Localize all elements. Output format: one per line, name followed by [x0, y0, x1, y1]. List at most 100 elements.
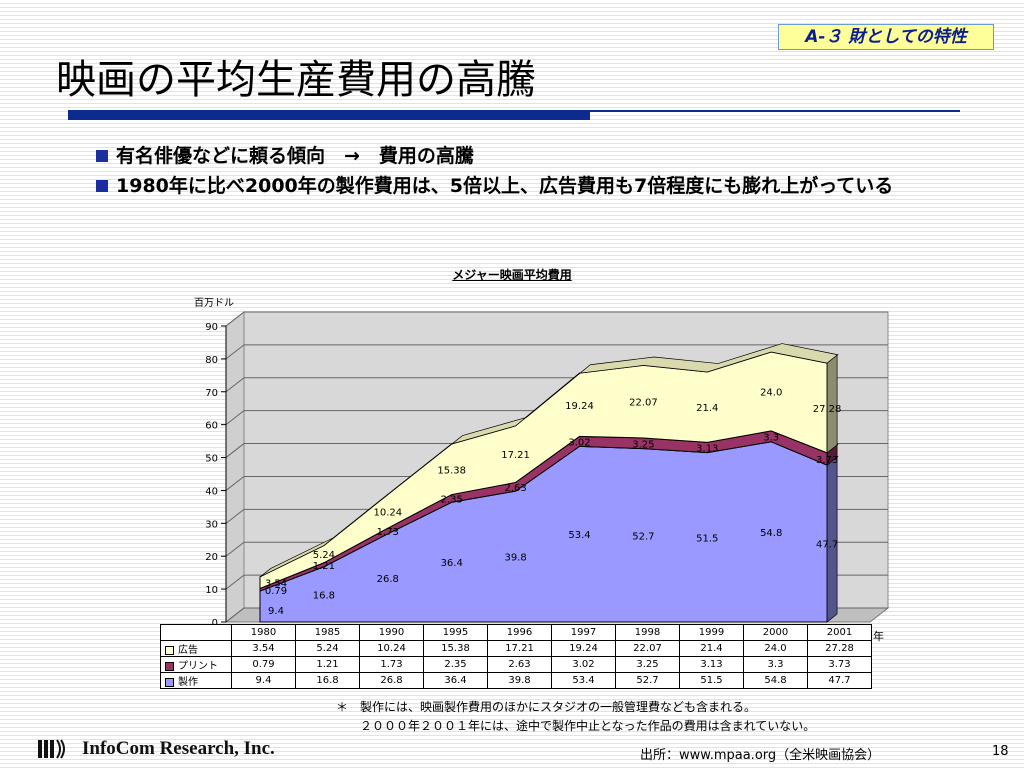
data-label: 52.7 [632, 531, 654, 542]
data-label: 3.73 [816, 455, 838, 466]
y-tick-label: 20 [205, 552, 218, 563]
title-underline-thick [68, 110, 590, 120]
table-year-cell: 1996 [487, 624, 552, 641]
table-value-cell: 10.24 [359, 640, 424, 657]
table-value-cell: 1.21 [295, 656, 360, 673]
table-value-cell: 17.21 [487, 640, 552, 657]
company-logo-icon [38, 739, 65, 759]
y-tick-label: 90 [205, 322, 218, 333]
legend-swatch-icon [165, 645, 174, 655]
table-year-cell: 1985 [295, 624, 360, 641]
slide-title: 映画の平均生産費用の高騰 [56, 57, 536, 103]
table-value-cell: 9.4 [231, 672, 296, 689]
data-label: 10.24 [373, 507, 402, 518]
data-label: 51.5 [696, 533, 718, 544]
footnote-line-1: ＊ 製作には、映画製作費用のほかにスタジオの一般管理費なども含まれる。 [336, 700, 757, 714]
data-label: 3.02 [568, 437, 590, 448]
y-tick-label: 70 [205, 388, 218, 399]
chart-ticks: 0 10 20 30 40 50 60 70 80 90 百万ドル [194, 297, 234, 629]
table-series-cell: 広告 [160, 640, 232, 657]
data-label: 24.0 [760, 387, 782, 398]
data-label: 2.63 [504, 483, 526, 494]
data-label: 0.79 [265, 586, 287, 597]
square-bullet-icon [96, 150, 108, 162]
table-value-cell: 3.73 [807, 656, 872, 673]
table-header-row: 1980 1985 1990 1995 1996 1997 1998 1999 2000 2001 [160, 624, 872, 641]
data-label: 17.21 [501, 450, 530, 461]
legend-series-name: 製作 [178, 677, 198, 688]
legend-swatch-icon [165, 661, 174, 671]
chart-title: メジャー映画平均費用 [452, 268, 572, 282]
y-tick-label: 60 [205, 421, 218, 432]
data-label: 5.24 [313, 550, 335, 561]
table-row: プリント 0.79 1.21 1.73 2.35 2.63 3.02 3.25 3.13 3.3 3… [160, 656, 872, 673]
data-label: 3.3 [763, 432, 779, 443]
data-label: 9.4 [268, 606, 284, 617]
table-value-cell: 15.38 [423, 640, 488, 657]
y-tick-label: 80 [205, 355, 218, 366]
data-label: 3.13 [696, 443, 718, 454]
table-value-cell: 26.8 [359, 672, 424, 689]
data-label: 15.38 [437, 465, 466, 476]
table-value-cell: 3.3 [743, 656, 808, 673]
data-label: 53.4 [568, 530, 590, 541]
data-label: 26.8 [377, 574, 399, 585]
data-label: 16.8 [313, 590, 335, 601]
table-year-cell: 1999 [679, 624, 744, 641]
series-top-face-3 [259, 343, 839, 578]
page-number: 18 [992, 744, 1009, 759]
bullet-text-2: 1980年に比べ2000年の製作費用は、5倍以上、広告費用も7倍程度にも膨れ上が… [116, 175, 894, 197]
table-value-cell: 27.28 [807, 640, 872, 657]
table-value-cell: 47.7 [807, 672, 872, 689]
source-credit: 出所：www.mpaa.org（全米映画協会） [640, 748, 881, 763]
data-label: 21.4 [696, 403, 718, 414]
table-value-cell: 36.4 [423, 672, 488, 689]
legend-swatch-icon [165, 677, 174, 687]
table-value-cell: 0.79 [231, 656, 296, 673]
table-year-cell: 1997 [551, 624, 616, 641]
table-series-cell: 製作 [160, 672, 232, 689]
table-year-cell: 1995 [423, 624, 488, 641]
table-year-cell: 2000 [743, 624, 808, 641]
table-year-cell: 2001 [807, 624, 872, 641]
table-value-cell: 2.63 [487, 656, 552, 673]
series-side-face-3 [826, 354, 838, 454]
bullet-text-1: 有名俳優などに頼る傾向 → 費用の高騰 [116, 145, 474, 167]
title-underline-thin [590, 110, 960, 112]
y-tick-label: 10 [205, 585, 218, 596]
square-bullet-icon [96, 180, 108, 192]
bullet-list: 有名俳優などに頼る傾向 → 費用の高騰 1980年に比べ2000年の製作費用は、… [96, 142, 956, 202]
chart-data-labels: 9.4 16.8 26.8 36.4 39.8 53.4 52.7 51.5 54.8 47.7 0… [265, 387, 842, 617]
data-label: 19.24 [565, 401, 594, 412]
bullet-item-2: 1980年に比べ2000年の製作費用は、5倍以上、広告費用も7倍程度にも膨れ上が… [96, 172, 956, 200]
table-row: 広告 3.54 5.24 10.24 15.38 17.21 19.24 22.07 21.4 2… [160, 640, 872, 657]
footnote: ＊ 製作には、映画製作費用のほかにスタジオの一般管理費なども含まれる。 ２０００… [336, 698, 815, 736]
gridline [225, 344, 888, 360]
table-value-cell: 21.4 [679, 640, 744, 657]
section-tag: A-３ 財としての特性 [778, 24, 994, 50]
y-tick-label: 50 [205, 454, 218, 465]
table-value-cell: 3.54 [231, 640, 296, 657]
table-value-cell: 24.0 [743, 640, 808, 657]
table-value-cell: 16.8 [295, 672, 360, 689]
chart-side-wall [225, 310, 245, 624]
data-label: 39.8 [504, 553, 526, 564]
data-label: 3.54 [265, 579, 287, 590]
data-label: 36.4 [441, 558, 463, 569]
table-row: 製作 9.4 16.8 26.8 36.4 39.8 53.4 52.7 51.5 54.8 47.… [160, 672, 872, 689]
data-label: 54.8 [760, 528, 782, 539]
y-tick-label: 0 [212, 618, 218, 629]
table-value-cell: 53.4 [551, 672, 616, 689]
table-year-cell: 1980 [231, 624, 296, 641]
table-value-cell: 5.24 [295, 640, 360, 657]
table-value-cell: 19.24 [551, 640, 616, 657]
y-axis-unit: 百万ドル [194, 297, 234, 309]
data-label: 3.25 [632, 439, 654, 450]
bullet-item-1: 有名俳優などに頼る傾向 → 費用の高騰 [96, 142, 956, 170]
data-label: 2.35 [441, 494, 463, 505]
table-value-cell: 22.07 [615, 640, 680, 657]
table-year-cell: 1990 [359, 624, 424, 641]
chart-areas [259, 343, 839, 623]
data-table: 1980 1985 1990 1995 1996 1997 1998 1999 2000 2001… [160, 624, 872, 689]
company-name: InfoCom Research, Inc. [82, 738, 275, 759]
